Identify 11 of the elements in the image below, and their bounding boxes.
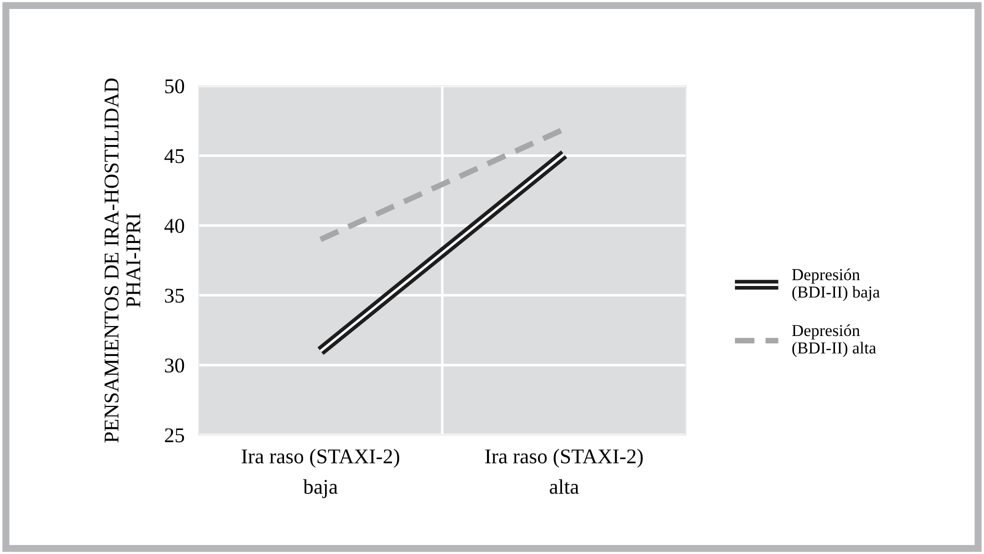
y-tick-label: 50: [165, 79, 184, 94]
y-axis-title: PENSAMIENTOS DE IRA-HOSTILIDAD PHAI-IPRI: [104, 78, 140, 442]
y-tick-label: 25: [164, 428, 184, 442]
y-tick-label: 35: [165, 288, 184, 303]
y-tick-label: 30: [165, 358, 184, 373]
legend-label: Depresión (BDI-II) baja: [792, 268, 880, 302]
x-tick-label: Ira raso (STAXI-2) baja: [242, 448, 400, 498]
legend-label: Depresión (BDI-II) alta: [792, 324, 876, 357]
y-tick-label: 45: [164, 149, 184, 164]
y-tick-label: 40: [164, 218, 184, 233]
x-tick-label: Ira raso (STAXI-2) alta: [485, 448, 643, 494]
